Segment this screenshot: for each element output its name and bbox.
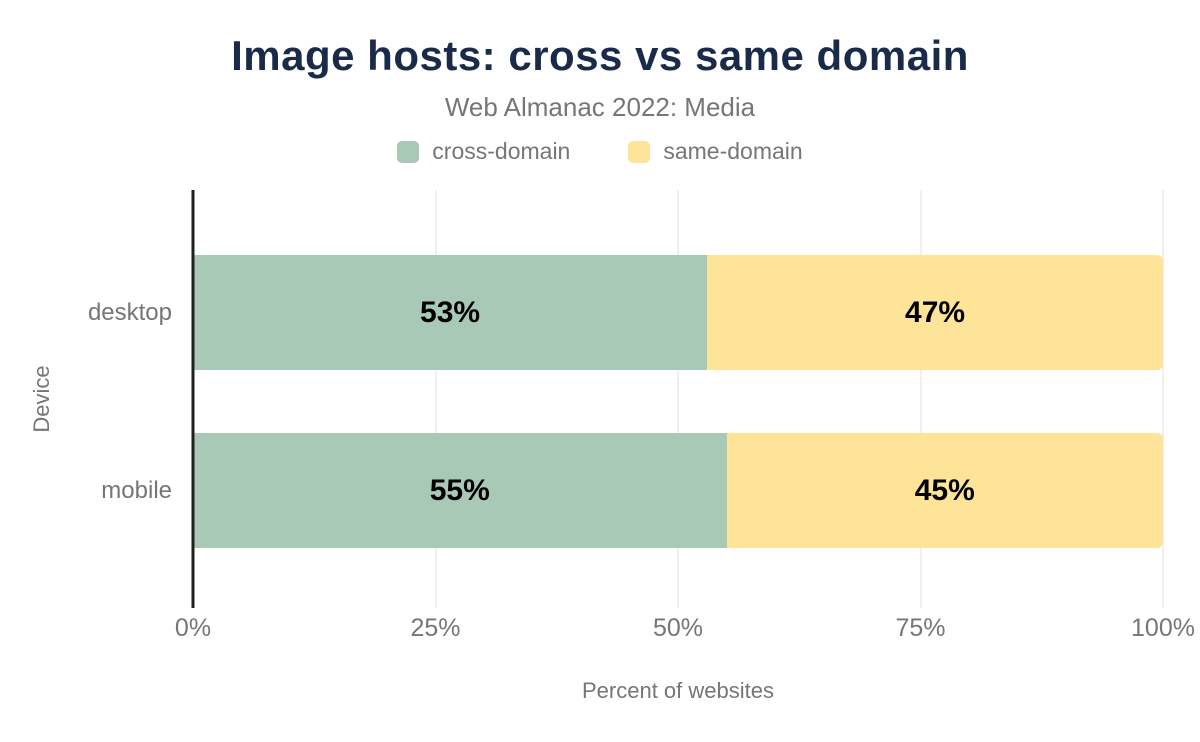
bar-value-label: 55%: [429, 473, 490, 507]
chart-title: Image hosts: cross vs same domain: [231, 32, 969, 79]
category-label-mobile: mobile: [101, 476, 172, 504]
bar-value-label: 45%: [914, 473, 975, 507]
legend-label: same-domain: [663, 138, 803, 164]
bar-segment-mobile-cross-domain: 55%: [193, 433, 727, 548]
plot-area: 53% 47% 55% 45%: [191, 190, 1164, 608]
category-label-desktop: desktop: [87, 298, 172, 326]
x-tick-0: 0%: [174, 614, 212, 642]
legend: cross-domain same-domain: [0, 138, 1200, 165]
legend-swatch-cross-domain: [397, 140, 420, 163]
x-tick-50: 50%: [652, 614, 704, 642]
x-tick-75: 75%: [895, 614, 946, 642]
bar-segment-desktop-same-domain: 47%: [707, 255, 1163, 370]
bar-segment-mobile-same-domain: 45%: [726, 433, 1163, 548]
bar-row-mobile: 55% 45%: [193, 433, 1163, 548]
legend-item-cross-domain: cross-domain: [397, 138, 570, 165]
gridline-50: [677, 190, 679, 608]
bar-row-desktop: 53% 47%: [193, 255, 1163, 370]
x-tick-25: 25%: [410, 614, 461, 642]
gridline-75: [919, 190, 922, 608]
legend-item-same-domain: same-domain: [628, 138, 803, 165]
bar-value-label: 47%: [905, 295, 966, 329]
legend-swatch-same-domain: [628, 140, 651, 163]
chart-subtitle: Web Almanac 2022: Media: [444, 92, 756, 122]
x-axis-title: Percent of websites: [582, 678, 774, 703]
x-tick-100: 100%: [1131, 614, 1195, 642]
gridline-100: [1162, 190, 1164, 608]
y-axis-title: Device: [29, 365, 54, 433]
gridline-25: [434, 190, 437, 608]
y-axis-line: [191, 190, 195, 608]
bar-value-label: 53%: [420, 295, 481, 329]
legend-label: cross-domain: [432, 138, 571, 164]
bar-segment-desktop-cross-domain: 53%: [193, 255, 708, 370]
